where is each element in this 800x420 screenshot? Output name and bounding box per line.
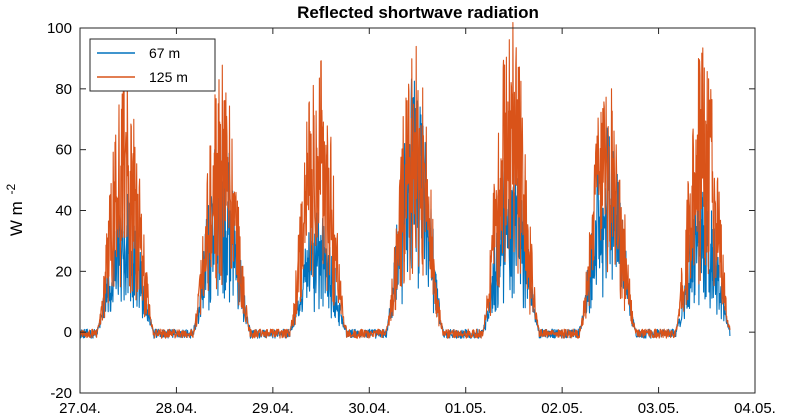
series-layer bbox=[79, 21, 731, 339]
x-tick-label: 30.04. bbox=[348, 400, 390, 417]
legend: 67 m 125 m bbox=[89, 38, 216, 92]
x-tick-label: 29.04. bbox=[252, 400, 294, 417]
series-line-125m bbox=[79, 21, 731, 339]
y-axis-label-base: W m bbox=[7, 201, 26, 236]
x-tick-label: 04.05. bbox=[734, 400, 776, 417]
x-tick-label: 28.04. bbox=[156, 400, 198, 417]
legend-box bbox=[89, 38, 216, 92]
y-tick-label: 0 bbox=[64, 324, 72, 341]
y-axis-label-exponent: -2 bbox=[4, 184, 18, 195]
y-axis-label: W m -2 bbox=[4, 184, 26, 237]
y-tick-label: 20 bbox=[55, 263, 72, 280]
legend-label-67m: 67 m bbox=[149, 45, 180, 61]
x-tick-label: 01.05. bbox=[445, 400, 487, 417]
x-tick-label: 02.05. bbox=[541, 400, 583, 417]
x-tick-label: 27.04. bbox=[59, 400, 101, 417]
chart-title: Reflected shortwave radiation bbox=[297, 3, 539, 22]
y-tick-label: 80 bbox=[55, 81, 72, 98]
y-tick-label: -20 bbox=[50, 385, 72, 402]
legend-label-125m: 125 m bbox=[149, 69, 188, 85]
y-tick-label: 60 bbox=[55, 142, 72, 159]
x-tick-label: 03.05. bbox=[638, 400, 680, 417]
ticks-layer: 27.04. 28.04. 29.04. 30.04. 01.05. 02.05. 03.0… bbox=[47, 20, 776, 417]
y-tick-label: 100 bbox=[47, 20, 72, 37]
y-tick-label: 40 bbox=[55, 203, 72, 220]
